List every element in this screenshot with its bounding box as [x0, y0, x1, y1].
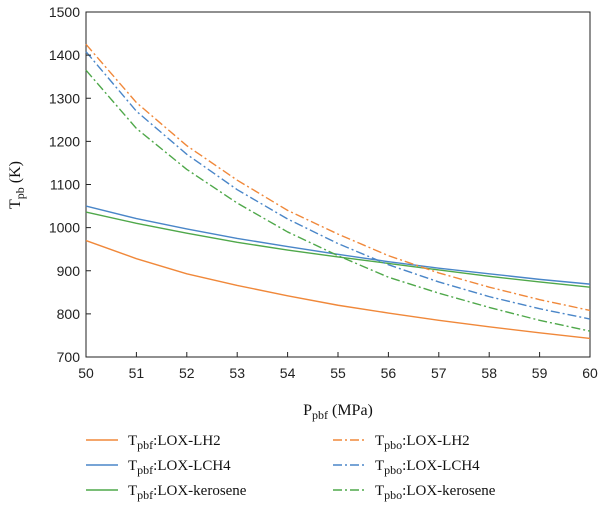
- x-tick-label: 56: [381, 365, 397, 381]
- x-tick-label: 54: [280, 365, 296, 381]
- legend-label-main: T: [375, 433, 384, 449]
- legend-label-sub: pbf: [137, 463, 153, 477]
- x-axis-title-sub: pbf: [312, 408, 328, 422]
- y-tick-label: 1300: [49, 90, 80, 106]
- legend-label-main: T: [128, 433, 137, 449]
- x-tick-label: 50: [78, 365, 94, 381]
- series-line: [85, 43, 591, 312]
- legend-label-sub: pbf: [137, 488, 153, 502]
- legend: Tpbf:LOX-LH2Tpbf:LOX-LCH4Tpbf:LOX-kerose…: [86, 433, 496, 502]
- legend-label-sub: pbf: [137, 438, 153, 452]
- y-tick-label: 700: [57, 349, 81, 365]
- series-line: [85, 239, 591, 340]
- legend-label: Tpbf:LOX-kerosene: [128, 483, 247, 502]
- y-axis-title-sub: pb: [13, 187, 27, 199]
- y-tick-label: 1500: [49, 4, 80, 20]
- legend-label: Tpbo:LOX-LH2: [375, 433, 470, 452]
- y-tick-label: 1400: [49, 47, 80, 63]
- series-line: [85, 51, 591, 320]
- x-tick-label: 52: [179, 365, 195, 381]
- legend-label-main: T: [375, 483, 384, 499]
- legend-label-rest: :LOX-kerosene: [402, 483, 496, 499]
- legend-label-main: T: [375, 458, 384, 474]
- y-tick-label: 1200: [49, 133, 80, 149]
- legend-label-rest: :LOX-LCH4: [153, 458, 231, 474]
- legend-label-rest: :LOX-LH2: [153, 433, 221, 449]
- legend-label-rest: :LOX-kerosene: [153, 483, 247, 499]
- series-line: [85, 205, 591, 285]
- x-tick-label: 60: [582, 365, 598, 381]
- x-tick-label: 55: [330, 365, 346, 381]
- x-axis-title-main: P: [303, 402, 312, 419]
- y-tick-label: 900: [57, 263, 81, 279]
- y-axis-title: Tpb (K): [7, 161, 27, 209]
- legend-label-rest: :LOX-LH2: [402, 433, 470, 449]
- series-line: [85, 69, 591, 332]
- legend-label: Tpbf:LOX-LCH4: [128, 458, 231, 477]
- legend-label-sub: pbo: [384, 488, 402, 502]
- series-line: [85, 211, 591, 288]
- series-layer: [85, 43, 591, 340]
- x-tick-label: 59: [532, 365, 548, 381]
- x-tick-label: 51: [129, 365, 145, 381]
- x-axis-title: Ppbf (MPa): [303, 402, 373, 422]
- legend-label-sub: pbo: [384, 463, 402, 477]
- legend-label: Tpbo:LOX-kerosene: [375, 483, 496, 502]
- legend-label-sub: pbo: [384, 438, 402, 452]
- legend-label-main: T: [128, 483, 137, 499]
- y-tick-label: 1000: [49, 220, 80, 236]
- x-axis-title-unit: (MPa): [328, 402, 373, 419]
- legend-label-rest: :LOX-LCH4: [402, 458, 480, 474]
- x-tick-label: 53: [229, 365, 245, 381]
- y-axis-title-main: T: [7, 199, 24, 209]
- y-tick-label: 1100: [50, 177, 80, 193]
- legend-label-main: T: [128, 458, 137, 474]
- y-tick-label: 800: [57, 306, 81, 322]
- x-axis: 50 51 52 53 54 55 56 57 58 59 60: [78, 352, 598, 381]
- x-tick-label: 58: [481, 365, 497, 381]
- y-axis-title-unit: (K): [7, 161, 24, 187]
- legend-label: Tpbf:LOX-LH2: [128, 433, 221, 452]
- x-tick-label: 57: [431, 365, 447, 381]
- legend-label: Tpbo:LOX-LCH4: [375, 458, 480, 477]
- y-axis: 700 800 900 1000 1100 1200 1300 1400 1500: [49, 4, 91, 365]
